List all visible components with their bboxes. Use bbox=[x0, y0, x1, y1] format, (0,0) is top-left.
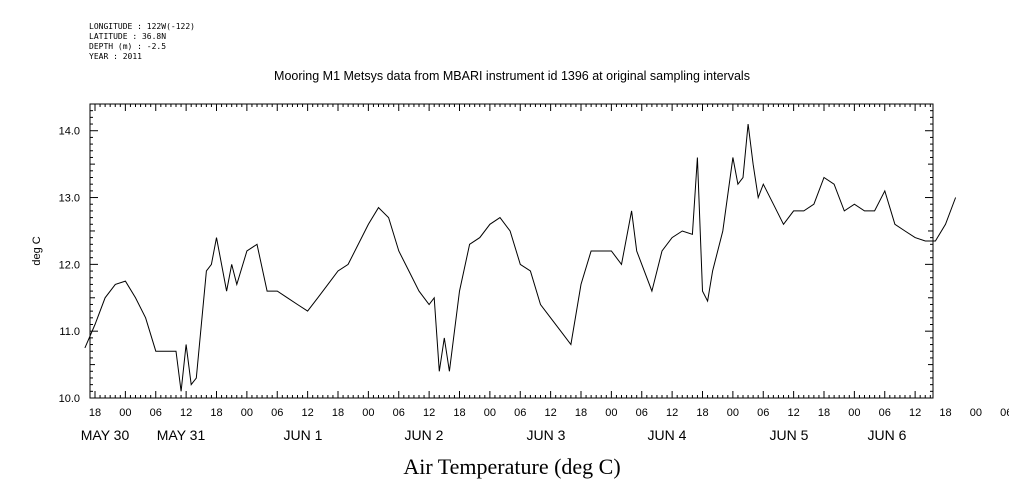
x-hour-tick-label: 06 bbox=[757, 407, 769, 419]
y-tick-label: 14.0 bbox=[59, 126, 80, 138]
y-axis-label: deg C bbox=[31, 236, 43, 265]
x-hour-tick-label: 06 bbox=[514, 407, 526, 419]
y-tick-label: 10.0 bbox=[59, 393, 80, 405]
x-hour-tick-label: 18 bbox=[818, 407, 830, 419]
x-hour-tick-label: 18 bbox=[696, 407, 708, 419]
x-day-label: JUN 4 bbox=[648, 427, 687, 443]
x-hour-tick-label: 12 bbox=[788, 407, 800, 419]
x-hour-tick-label: 12 bbox=[180, 407, 192, 419]
x-hour-tick-label: 06 bbox=[636, 407, 648, 419]
x-hour-tick-label: 18 bbox=[453, 407, 465, 419]
x-hour-tick-label: 12 bbox=[423, 407, 435, 419]
x-hour-tick-label: 00 bbox=[484, 407, 496, 419]
x-hour-tick-labels: 18 00 06 12 18 00 06 12 18 00 06 12 18 00 06 12 18 00 06 12… bbox=[89, 407, 1009, 419]
chart-title: Mooring M1 Metsys data from MBARI instru… bbox=[274, 69, 750, 83]
x-hour-tick-label: 12 bbox=[909, 407, 921, 419]
x-day-label: MAY 31 bbox=[157, 427, 206, 443]
x-day-label: JUN 3 bbox=[527, 427, 566, 443]
x-day-labels: MAY 30 MAY 31 JUN 1 JUN 2 JUN 3 JUN 4 JUN 5 JUN… bbox=[81, 427, 907, 443]
x-hour-tick-label: 00 bbox=[362, 407, 374, 419]
x-day-label: JUN 6 bbox=[868, 427, 907, 443]
x-hour-tick-label: 00 bbox=[727, 407, 739, 419]
x-day-label: JUN 2 bbox=[405, 427, 444, 443]
x-hour-tick-label: 18 bbox=[575, 407, 587, 419]
x-day-label: MAY 30 bbox=[81, 427, 130, 443]
x-hour-tick-label: 12 bbox=[666, 407, 678, 419]
x-axis-label: Air Temperature (deg C) bbox=[403, 454, 620, 479]
series-line-air-temperature bbox=[84, 123, 957, 392]
y-tick-label: 12.0 bbox=[59, 259, 80, 271]
y-tick-labels: 10.0 11.0 12.0 13.0 14.0 bbox=[59, 126, 80, 405]
x-hour-tick-label: 06 bbox=[150, 407, 162, 419]
x-day-label: JUN 1 bbox=[284, 427, 323, 443]
x-hour-tick-label: 12 bbox=[302, 407, 314, 419]
y-tick-label: 13.0 bbox=[59, 193, 80, 205]
x-hour-tick-label: 00 bbox=[241, 407, 253, 419]
x-hour-tick-label: 06 bbox=[1000, 407, 1009, 419]
x-hour-tick-label: 00 bbox=[970, 407, 982, 419]
x-hour-tick-label: 06 bbox=[393, 407, 405, 419]
meta-latitude: LATITUDE : 36.8N bbox=[89, 32, 166, 41]
metadata-block: LONGITUDE : 122W(-122) LATITUDE : 36.8N … bbox=[89, 22, 195, 61]
meta-longitude: LONGITUDE : 122W(-122) bbox=[89, 22, 195, 31]
y-tick-label: 11.0 bbox=[59, 326, 80, 338]
x-hour-tick-label: 00 bbox=[848, 407, 860, 419]
x-hour-tick-label: 18 bbox=[89, 407, 101, 419]
x-hour-tick-label: 00 bbox=[119, 407, 131, 419]
x-hour-tick-label: 12 bbox=[545, 407, 557, 419]
x-hour-tick-label: 18 bbox=[939, 407, 951, 419]
meta-year: YEAR : 2011 bbox=[89, 52, 142, 61]
x-hour-tick-label: 18 bbox=[332, 407, 344, 419]
x-day-label: JUN 5 bbox=[770, 427, 809, 443]
axis-ticks bbox=[90, 103, 933, 399]
x-hour-tick-label: 00 bbox=[605, 407, 617, 419]
plot-frame bbox=[89, 103, 934, 399]
x-hour-tick-label: 18 bbox=[210, 407, 222, 419]
meta-depth: DEPTH (m) : -2.5 bbox=[89, 42, 166, 51]
x-hour-tick-label: 06 bbox=[271, 407, 283, 419]
x-hour-tick-label: 06 bbox=[879, 407, 891, 419]
